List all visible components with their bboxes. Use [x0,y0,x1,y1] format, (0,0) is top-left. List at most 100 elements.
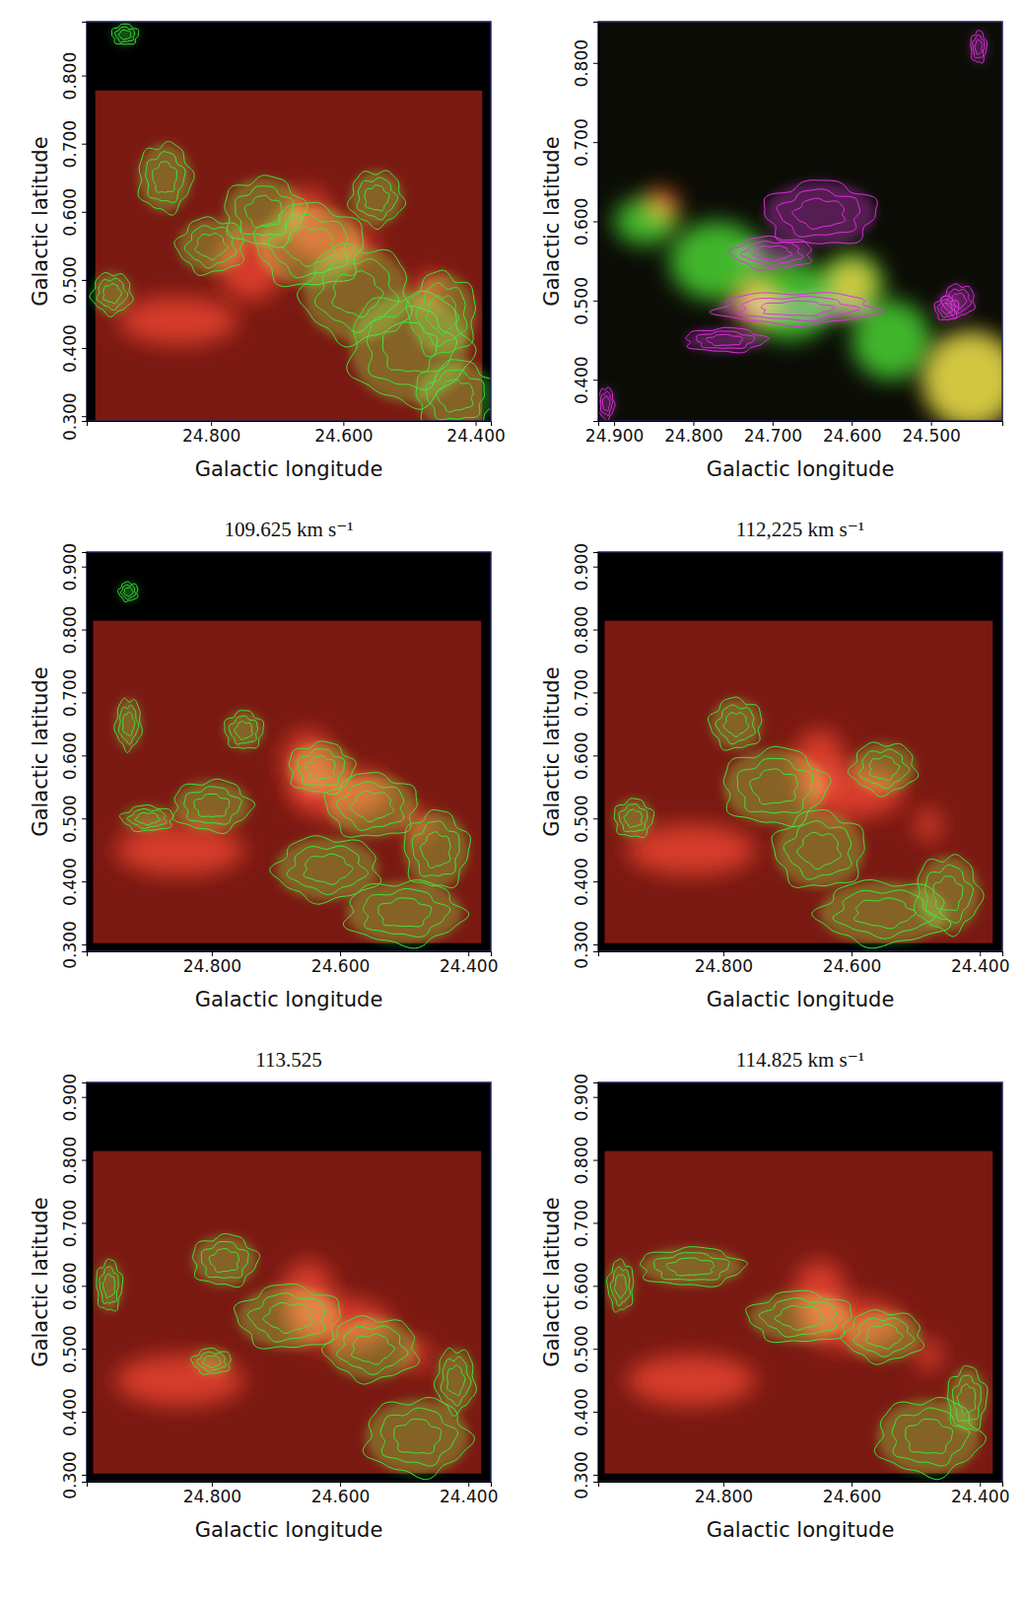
tick-label: 0.400 [60,857,80,906]
contour-line [96,1258,124,1311]
tick: 24.800 [182,420,241,446]
tick-label: 0.300 [60,1450,80,1500]
tick: 0.800 [60,1136,87,1185]
axis-line [81,552,88,953]
y-axis-title: Galactic latitude [28,666,53,836]
contour-line [184,786,242,824]
panel-title: 113.525 [255,1047,322,1072]
tick-label: 0.900 [60,543,80,592]
contour-line [666,1257,715,1276]
contour-line [598,387,615,421]
tick: 24.800 [664,420,723,446]
plot-frame [86,1082,491,1482]
contour-line [951,292,967,309]
tick: 0.900 [60,543,87,592]
tick: 0.300 [60,920,87,969]
contour-fill [915,856,980,933]
y-axis-title: Galactic latitude [540,136,564,306]
axis-line [593,552,600,953]
tick: 0.600 [571,731,599,780]
contour-line [114,26,135,43]
tick: 0.500 [571,1324,599,1373]
x-axis-title: Galactic longitude [706,457,895,481]
plot-area [86,1082,491,1482]
contour-fill [122,805,174,831]
tick-mark [81,1474,87,1476]
contour-line [715,704,755,745]
tick-mark [81,754,87,756]
contour-line [380,1407,459,1466]
x-axis: 24.80024.60024.400 [599,1481,1011,1506]
tick: 0.400 [571,857,599,906]
tick-label: 24.800 [182,425,241,446]
contour-line [411,820,460,877]
panel: 24.80024.60024.4000.3000.4000.5000.6000.… [540,517,1010,1012]
tick-label: 0.700 [571,1199,592,1248]
x-axis-title: Galactic longitude [706,987,895,1012]
tick-mark [81,1348,87,1350]
tick-label: 0.400 [571,1387,592,1436]
contour-line [195,233,228,261]
contour-line [696,331,755,349]
contour-line [869,755,900,781]
y-axis-title: Galactic latitude [28,1196,53,1366]
plot-area [598,21,1003,421]
contour-line [96,277,129,310]
tick-label: 0.700 [571,669,592,718]
tick: 0.800 [60,52,87,101]
series-contour [89,23,491,421]
tick: 24.400 [951,1481,1010,1506]
x-axis-title: Galactic longitude [195,987,384,1012]
contour-group [709,292,885,328]
plot-background [86,1082,491,1482]
tick: 24.400 [951,951,1010,976]
tick: 0.600 [60,731,87,780]
contour-group [234,1283,342,1349]
image-extent [95,90,483,421]
contour-line [364,185,390,211]
contour-line [347,170,407,229]
tick: 24.700 [744,420,803,446]
tick-label: 0.600 [571,1261,592,1310]
plot-background [86,21,491,421]
tick: 0.800 [571,1136,599,1185]
contour-group [111,23,138,45]
tick-label: 0.400 [60,1387,80,1436]
tick-label: 0.300 [571,920,592,969]
contour-line [607,1258,634,1312]
contour-group [406,270,476,357]
contour-fill [409,273,476,355]
tick-mark [593,629,599,631]
tick-label: 24.400 [951,955,1010,976]
contour-line [447,1365,466,1396]
axis-line [87,952,492,957]
panel: 24.80024.60024.4000.3000.4000.5000.6000.… [28,21,506,481]
contour-group [840,1309,925,1366]
tick-label: 0.400 [571,857,592,906]
contour-line [184,225,237,269]
contour-line [174,216,244,275]
panel-title: 109.625 km s⁻¹ [223,517,353,542]
contour-line [752,245,793,262]
axis-line [87,1482,492,1488]
tick-label: 0.500 [60,256,80,305]
contour-group [192,1232,260,1287]
tick-label: 24.800 [694,955,753,976]
contour-line [118,29,132,40]
tick-label: 0.300 [60,920,80,969]
series-image [95,90,483,421]
tick-mark [593,1160,599,1161]
tick-label: 0.500 [60,794,80,843]
tick-mark [593,881,599,883]
contour-line [234,721,254,741]
tick-label: 24.600 [822,425,882,446]
plot-background [598,551,1003,952]
contour-group [117,581,138,603]
tick-label: 0.800 [60,606,80,655]
contour-group [404,809,471,888]
contour-line [640,1246,749,1288]
axis-line [599,952,1004,957]
tick: 24.400 [439,1481,498,1506]
contour-line [356,177,398,220]
tick: 0.300 [571,920,599,969]
